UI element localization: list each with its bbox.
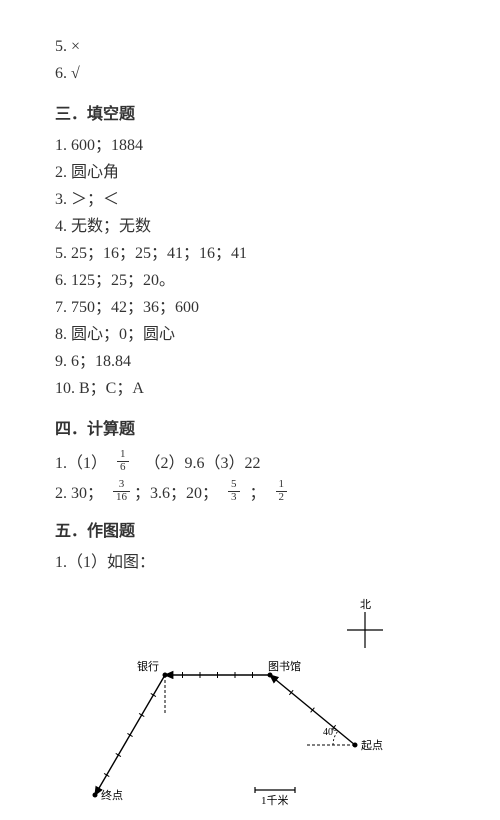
svg-text:北: 北 — [360, 598, 371, 611]
fill-item: 5. 25；16；25；41；16；41 — [55, 242, 445, 266]
frac-den: 16 — [113, 492, 130, 504]
fill-item: 9. 6；18.84 — [55, 350, 445, 374]
calc-1-p2: （2）9.6（3）22 — [145, 449, 261, 473]
fraction-icon: 1 2 — [276, 479, 288, 503]
calc-row-1: 1.（1） 1 6 （2）9.6（3）22 — [55, 449, 445, 473]
frac-num: 1 — [276, 479, 288, 492]
frac-den: 2 — [276, 492, 288, 504]
svg-text:图书馆: 图书馆 — [268, 659, 301, 673]
drawing-item: 1.（1）如图： — [55, 551, 445, 575]
route-diagram: 北 40° 终点 银行 图书馆起点 1千米 — [55, 585, 445, 820]
fraction-icon: 1 6 — [117, 449, 129, 473]
frac-num: 5 — [228, 479, 240, 492]
svg-text:终点: 终点 — [101, 788, 123, 802]
fill-item: 1. 600；1884 — [55, 134, 445, 158]
fraction-icon: 3 16 — [113, 479, 130, 503]
frac-num: 3 — [113, 479, 130, 492]
calc-1-p1: 1.（1） — [55, 449, 107, 473]
answer-line: 5. × — [55, 35, 445, 59]
fill-item: 8. 圆心；0；圆心 — [55, 323, 445, 347]
fill-item: 7. 750；42；36；600 — [55, 296, 445, 320]
svg-text:40°: 40° — [323, 727, 337, 738]
section-5-title: 五．作图题 — [55, 517, 445, 541]
fill-item: 4. 无数；无数 — [55, 215, 445, 239]
ans-5-sym: × — [71, 38, 80, 55]
frac-den: 3 — [228, 492, 240, 504]
svg-text:1千米: 1千米 — [261, 794, 289, 807]
fill-item: 3. ＞；＜ — [55, 188, 445, 212]
fill-item: 10. B；C；A — [55, 377, 445, 401]
section-3-title: 三．填空题 — [55, 100, 445, 124]
frac-num: 1 — [117, 449, 129, 462]
calc-2-sep: ； — [250, 479, 266, 503]
answer-line: 6. √ — [55, 62, 445, 86]
calc-row-2: 2. 30； 3 16 ；3.6；20； 5 3 ； 1 2 — [55, 479, 445, 503]
fill-item: 2. 圆心角 — [55, 161, 445, 185]
frac-den: 6 — [117, 462, 129, 474]
ans-5-num: 5. — [55, 38, 67, 55]
svg-text:起点: 起点 — [361, 739, 383, 752]
route-svg: 北 40° 终点 银行 图书馆起点 1千米 — [55, 585, 445, 815]
fraction-icon: 5 3 — [228, 479, 240, 503]
calc-2-lead: 2. 30； — [55, 479, 103, 503]
calc-2-mid1: ；3.6；20； — [134, 479, 218, 503]
fill-item: 6. 125；25；20。 — [55, 269, 445, 293]
svg-text:银行: 银行 — [137, 659, 159, 673]
section-4-title: 四．计算题 — [55, 415, 445, 439]
ans-6-num: 6. — [55, 65, 67, 82]
ans-6-sym: √ — [71, 65, 80, 82]
